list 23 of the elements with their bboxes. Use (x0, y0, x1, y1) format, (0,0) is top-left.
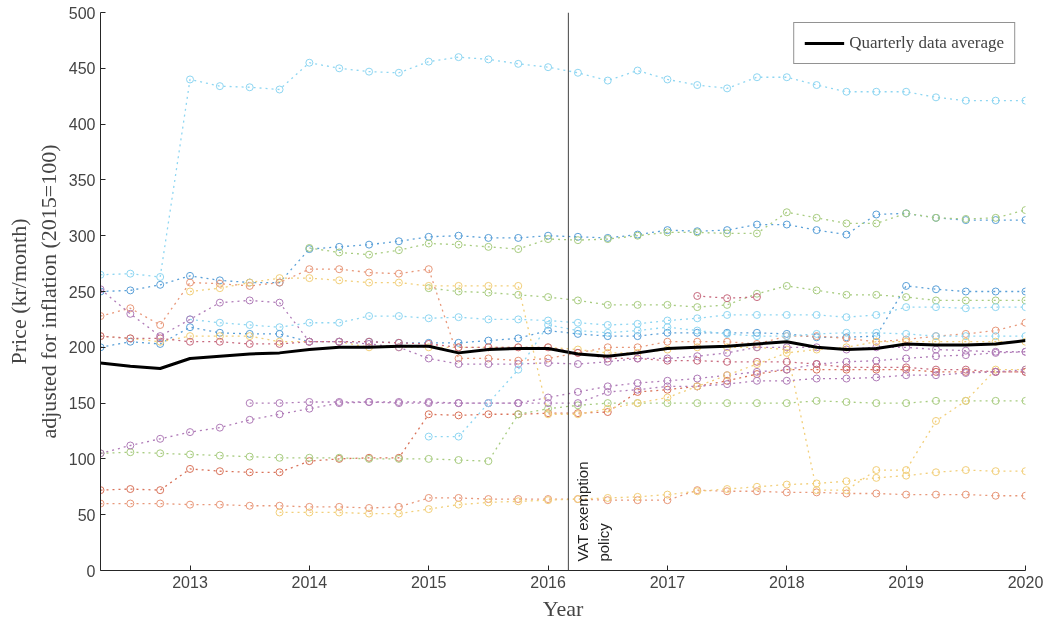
y-tick-label: 350 (68, 171, 96, 189)
x-tick-label: 2016 (530, 573, 566, 591)
x-tick-label: 2018 (768, 573, 805, 591)
ref-line-label: VAT exemption policy (574, 461, 612, 562)
y-tick-label: 0 (86, 562, 96, 580)
y-tick-label: 300 (68, 227, 96, 245)
y-tick-label: 450 (68, 60, 96, 78)
y-axis-title: Price (kr/month) adjusted for inflation (2015=100) (5, 144, 61, 439)
x-tick-label: 2019 (888, 573, 925, 591)
y-tick-label: 50 (77, 506, 96, 524)
y-tick-label: 150 (68, 395, 96, 413)
x-tick-label: 2015 (410, 573, 447, 591)
y-tick-label: 200 (68, 339, 96, 357)
x-tick-label: 2020 (1007, 573, 1044, 591)
x-tick-label: 2013 (172, 573, 208, 591)
x-tick-label: 2017 (649, 573, 686, 591)
y-tick-label: 250 (68, 283, 96, 301)
y-tick-label: 100 (68, 450, 96, 468)
y-tick-label: 400 (68, 116, 96, 134)
legend-label: Quarterly data average (849, 33, 1004, 53)
x-axis-title: Year (542, 595, 584, 621)
y-tick-label: 500 (68, 4, 96, 22)
x-tick-label: 2014 (291, 573, 328, 591)
